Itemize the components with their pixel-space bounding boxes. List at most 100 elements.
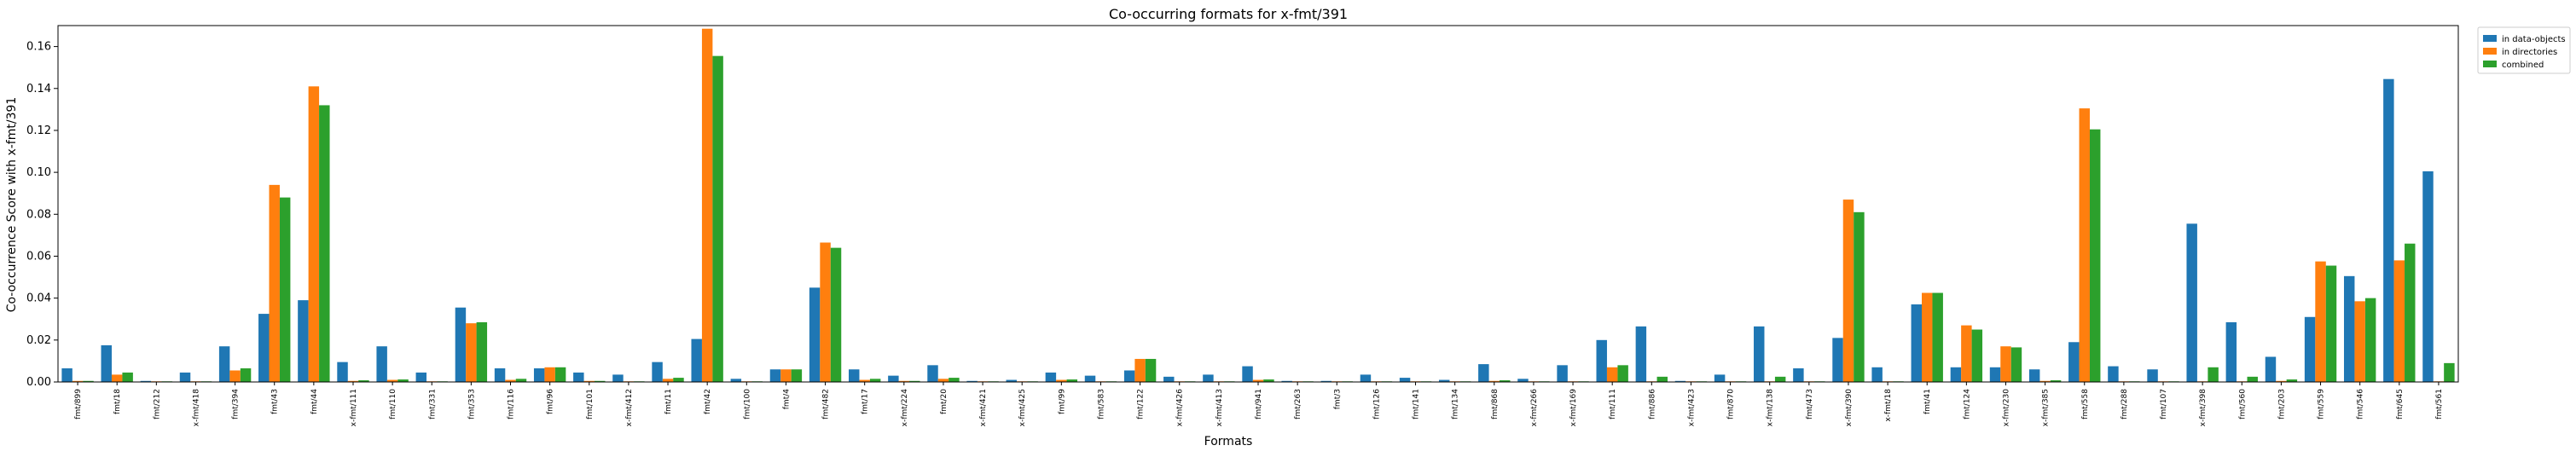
bar-in-directories-fmt/17 — [859, 379, 870, 382]
bar-in-directories-x-fmt/224 — [898, 380, 910, 382]
bar-combined-x-fmt/111 — [358, 380, 369, 382]
bar-combined-fmt/394 — [240, 368, 252, 382]
x-tick-label: x-fmt/426 — [1176, 389, 1185, 427]
bar-in-data-objects-fmt/645 — [2383, 78, 2394, 382]
bar-in-data-objects-fmt/870 — [1714, 374, 1726, 382]
x-tick-label: fmt/3 — [1333, 389, 1342, 409]
bar-in-data-objects-fmt/394 — [218, 346, 230, 382]
bar-in-directories-fmt/101 — [583, 380, 595, 382]
x-tick-label: fmt/4 — [782, 389, 791, 409]
bar-combined-x-fmt/230 — [2010, 347, 2022, 382]
bar-in-data-objects-fmt/17 — [849, 369, 860, 382]
y-tick-label: 0.16 — [26, 41, 51, 54]
bar-in-data-objects-fmt/559 — [2304, 316, 2316, 382]
bar-in-directories-fmt/4 — [780, 369, 792, 382]
bar-in-data-objects-x-fmt/423 — [1674, 380, 1686, 382]
bar-in-directories-fmt/111 — [1606, 367, 1618, 382]
bar-in-data-objects-fmt/558 — [2068, 342, 2080, 382]
x-tick-label: fmt/17 — [862, 389, 870, 414]
bar-in-data-objects-x-fmt/18 — [1871, 367, 1883, 382]
bar-combined-fmt/560 — [2247, 376, 2258, 382]
bar-in-directories-fmt/203 — [2276, 380, 2287, 382]
bar-combined-fmt/558 — [2089, 129, 2101, 382]
x-tick-label: fmt/42 — [704, 389, 712, 414]
bar-combined-fmt/353 — [476, 321, 488, 382]
bar-in-directories-x-fmt/385 — [2039, 380, 2051, 382]
bar-in-data-objects-fmt/116 — [494, 368, 506, 382]
bar-in-data-objects-x-fmt/111 — [337, 362, 348, 382]
bar-combined-fmt/17 — [869, 379, 881, 382]
bar-in-directories-x-fmt/230 — [2000, 346, 2011, 382]
legend: in data-objects in directories combined — [2477, 26, 2571, 74]
bar-in-data-objects-x-fmt/412 — [612, 374, 624, 382]
bar-in-data-objects-fmt/473 — [1793, 368, 1804, 382]
x-tick-label: fmt/583 — [1097, 389, 1105, 419]
bar-in-data-objects-fmt/212 — [140, 380, 152, 382]
bar-in-directories-fmt/124 — [1961, 325, 1972, 382]
x-tick-label: fmt/43 — [271, 389, 280, 414]
x-tick-label: fmt/331 — [428, 389, 437, 419]
x-tick-label: x-fmt/266 — [1530, 389, 1539, 427]
bar-in-data-objects-fmt/124 — [1950, 367, 1962, 382]
bar-in-directories-fmt/99 — [1056, 379, 1067, 382]
bar-combined-fmt/559 — [2325, 265, 2337, 382]
x-tick-label: fmt/559 — [2318, 389, 2326, 419]
bar-combined-fmt/4 — [791, 369, 803, 382]
bar-in-data-objects-x-fmt/390 — [1832, 338, 1843, 382]
bar-combined-fmt/124 — [1971, 329, 1983, 382]
x-tick-label: fmt/353 — [467, 389, 476, 419]
legend-label-in-directories: in directories — [2502, 48, 2557, 57]
bar-in-data-objects-fmt/122 — [1123, 370, 1135, 382]
x-tick-label: fmt/134 — [1452, 389, 1460, 419]
bar-in-data-objects-x-fmt/385 — [2028, 369, 2040, 382]
bar-in-directories-fmt/116 — [505, 379, 516, 382]
bar-in-directories-fmt/353 — [466, 323, 477, 382]
bars-group — [61, 28, 2455, 383]
x-tick-label: x-fmt/18 — [1884, 389, 1893, 422]
y-tick-label: 0.08 — [26, 208, 51, 221]
bar-in-directories-fmt/868 — [1488, 380, 1500, 382]
bar-in-data-objects-fmt/20 — [927, 365, 938, 382]
bar-in-data-objects-fmt/126 — [1360, 374, 1372, 382]
bar-combined-fmt/111 — [1617, 365, 1628, 382]
bar-combined-fmt/868 — [1500, 380, 1511, 382]
x-tick-label: x-fmt/421 — [979, 389, 988, 426]
bar-in-data-objects-fmt/288 — [2108, 366, 2119, 382]
bar-in-data-objects-fmt/331 — [415, 372, 427, 382]
bar-in-data-objects-fmt/134 — [1438, 379, 1450, 382]
x-tick-label: fmt/899 — [74, 389, 83, 419]
bar-in-data-objects-fmt/941 — [1242, 366, 1253, 382]
legend-swatch-combined — [2483, 61, 2497, 67]
bar-in-data-objects-fmt/111 — [1596, 339, 1607, 382]
bar-in-data-objects-x-fmt/425 — [1006, 379, 1017, 382]
bar-combined-x-fmt/398 — [2208, 367, 2219, 382]
bar-in-data-objects-fmt/96 — [533, 368, 545, 382]
bar-combined-fmt/110 — [397, 379, 409, 382]
bar-combined-x-fmt/224 — [909, 380, 920, 382]
bar-in-data-objects-fmt/41 — [1911, 304, 1923, 382]
bar-in-directories-fmt/941 — [1252, 379, 1264, 382]
x-tick-label: fmt/558 — [2081, 389, 2090, 419]
bar-in-directories-fmt/394 — [229, 370, 241, 382]
plot-frame — [57, 25, 2459, 383]
x-tick-label: fmt/126 — [1372, 389, 1381, 419]
legend-label-combined: combined — [2502, 61, 2544, 70]
bar-combined-fmt/203 — [2286, 379, 2298, 382]
bar-in-data-objects-x-fmt/266 — [1517, 379, 1529, 382]
x-tick-label: fmt/99 — [1058, 389, 1066, 414]
bar-combined-fmt/886 — [1656, 376, 1668, 382]
bar-in-directories-fmt/18 — [111, 374, 123, 382]
x-tick-label: x-fmt/138 — [1767, 389, 1775, 427]
x-tick-label: fmt/107 — [2160, 389, 2168, 419]
bar-combined-fmt/11 — [673, 378, 684, 382]
bar-combined-fmt/41 — [1932, 292, 1943, 382]
bar-in-data-objects-fmt/3 — [1320, 380, 1332, 382]
x-tick-label: fmt/111 — [1609, 389, 1617, 419]
bar-combined-x-fmt/390 — [1854, 211, 1865, 382]
bar-in-directories-fmt/559 — [2315, 261, 2326, 382]
bar-in-data-objects-fmt/263 — [1281, 380, 1292, 382]
bar-in-data-objects-fmt/107 — [2147, 369, 2158, 382]
bar-combined-fmt/899 — [83, 380, 94, 382]
x-tick-label: fmt/44 — [310, 389, 319, 414]
y-tick-label: 0.02 — [26, 334, 51, 347]
